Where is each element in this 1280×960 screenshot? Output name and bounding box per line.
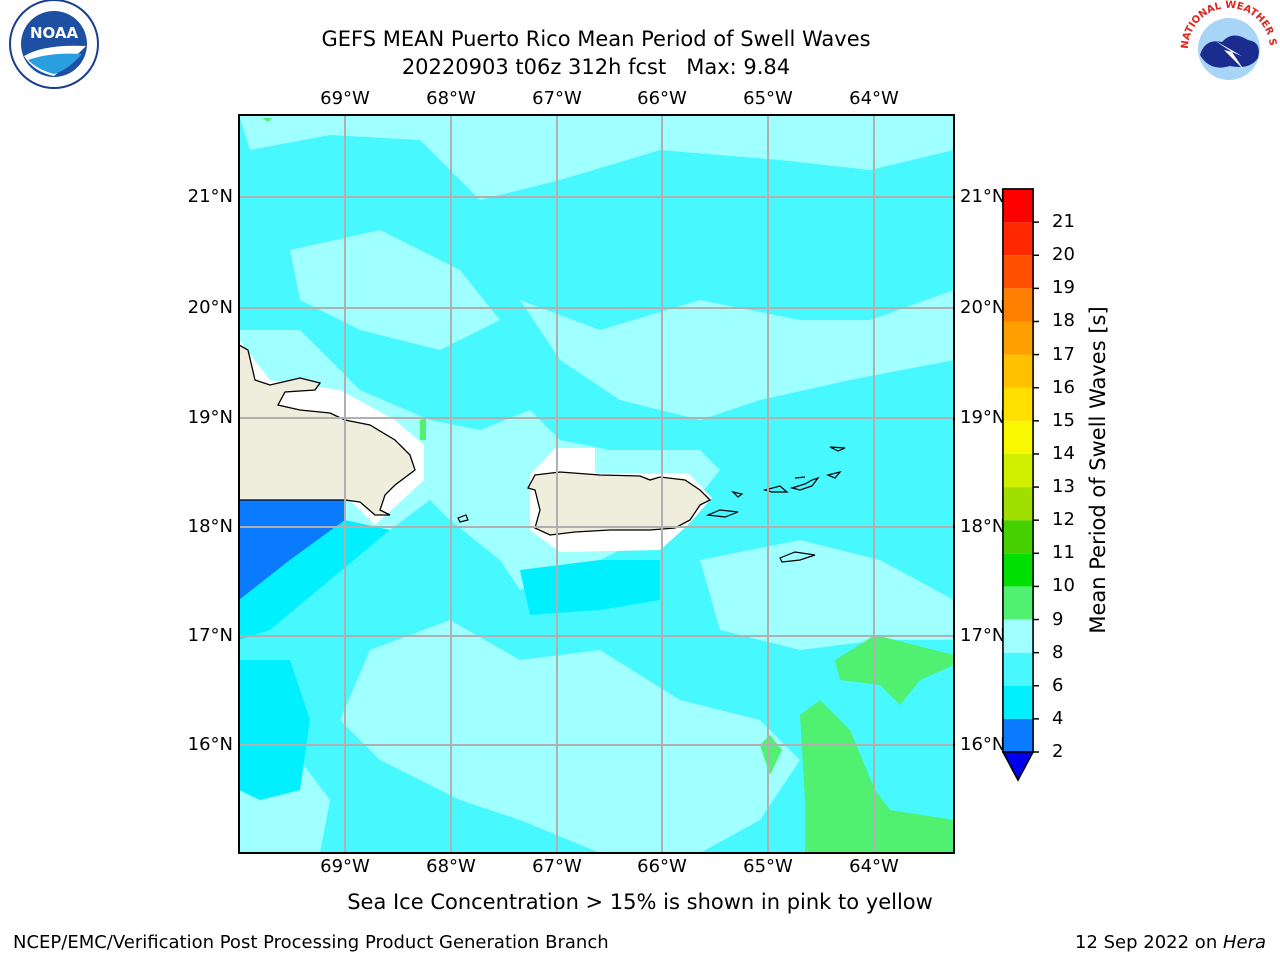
small-islands xyxy=(457,446,846,563)
lon-label-bottom: 64°W xyxy=(849,856,899,877)
lat-label-right: 17°N xyxy=(960,625,1006,646)
map-area xyxy=(238,114,955,854)
lat-label-left: 16°N xyxy=(187,734,233,755)
colorbar-label: Mean Period of Swell Waves [s] xyxy=(1086,306,1110,634)
lon-label-bottom: 67°W xyxy=(532,856,582,877)
colorbar-tick-label: 16 xyxy=(1052,376,1075,398)
lon-label-top: 64°W xyxy=(849,88,899,109)
colorbar-tick-label: 21 xyxy=(1052,211,1075,233)
lon-label-bottom: 69°W xyxy=(320,856,370,877)
colorbar-extend-arrow xyxy=(1001,751,1035,782)
colorbar-tick-label: 18 xyxy=(1052,310,1075,332)
lon-label-top: 67°W xyxy=(532,88,582,109)
footer-host: Hera xyxy=(1222,932,1266,953)
lon-label-top: 66°W xyxy=(637,88,687,109)
footer-right: 12 Sep 2022 on Hera xyxy=(1075,932,1266,953)
lat-label-left: 18°N xyxy=(187,516,233,537)
footer-date: 12 Sep 2022 on xyxy=(1075,932,1223,953)
colorbar-tick-label: 8 xyxy=(1052,641,1064,663)
colorbar-tick-label: 17 xyxy=(1052,343,1075,365)
colorbar-tick-label: 4 xyxy=(1052,707,1064,729)
title-line-1: GEFS MEAN Puerto Rico Mean Period of Swe… xyxy=(321,27,871,51)
colorbar-tick-label: 19 xyxy=(1052,277,1075,299)
colorbar-tick-label: 13 xyxy=(1052,476,1075,498)
colorbar-tick-label: 14 xyxy=(1052,442,1075,464)
lon-label-bottom: 65°W xyxy=(743,856,793,877)
graticule xyxy=(239,115,954,853)
colorbar-tick-label: 15 xyxy=(1052,409,1075,431)
lat-label-left: 21°N xyxy=(187,186,233,207)
lat-label-left: 17°N xyxy=(187,625,233,646)
lat-label-right: 16°N xyxy=(960,734,1006,755)
footer-left: NCEP/EMC/Verification Post Processing Pr… xyxy=(13,932,609,953)
lon-label-bottom: 66°W xyxy=(637,856,687,877)
nws-logo-text: NATIONAL WEATHER SERVICE xyxy=(0,0,1278,49)
colorbar-tick-label: 6 xyxy=(1052,674,1064,696)
noaa-logo-text: NOAA xyxy=(30,24,79,42)
nws-logo: NATIONAL WEATHER SERVICE xyxy=(0,0,1278,94)
lon-label-top: 69°W xyxy=(320,88,370,109)
lon-label-top: 65°W xyxy=(743,88,793,109)
lat-label-right: 20°N xyxy=(960,297,1006,318)
lat-label-left: 19°N xyxy=(187,407,233,428)
sea-ice-note: Sea Ice Concentration > 15% is shown in … xyxy=(347,890,933,914)
colorbar xyxy=(1001,188,1035,782)
lon-label-bottom: 68°W xyxy=(426,856,476,877)
lat-label-right: 19°N xyxy=(960,407,1006,428)
colorbar-tick-label: 20 xyxy=(1052,244,1075,266)
colorbar-tick-label: 11 xyxy=(1052,542,1075,564)
lat-label-left: 20°N xyxy=(187,297,233,318)
hispaniola-land xyxy=(238,343,416,516)
noaa-logo: NOAA xyxy=(9,0,99,89)
colorbar-tick-label: 2 xyxy=(1052,741,1064,762)
colorbar-tick-label: 10 xyxy=(1052,575,1075,597)
map-frame xyxy=(238,114,955,854)
puerto-rico-land xyxy=(527,471,712,536)
lat-label-right: 21°N xyxy=(960,186,1006,207)
colorbar-tick-label: 9 xyxy=(1052,608,1064,630)
lon-label-top: 68°W xyxy=(426,88,476,109)
colorbar-tick-label: 12 xyxy=(1052,509,1075,531)
lat-label-right: 18°N xyxy=(960,516,1006,537)
title-line-2: 20220903 t06z 312h fcst Max: 9.84 xyxy=(401,55,791,79)
